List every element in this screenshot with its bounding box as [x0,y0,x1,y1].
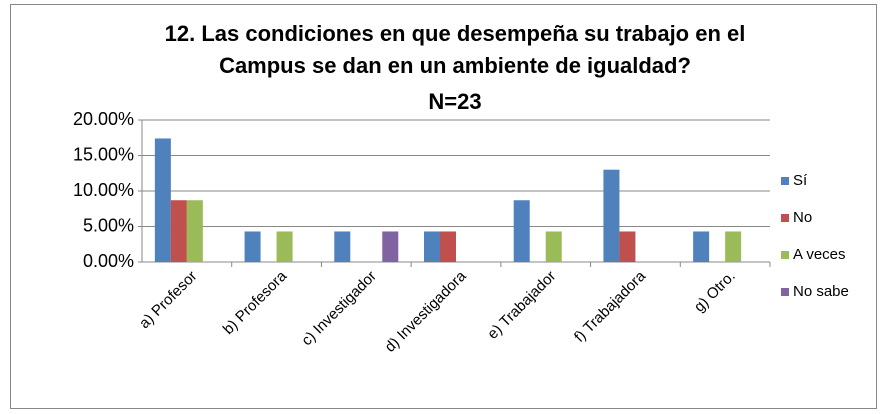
bar [603,169,620,262]
bar [170,200,187,262]
legend-label: No [793,209,812,226]
bar [334,231,351,262]
bar [154,138,171,262]
y-tick-label: 20.00% [73,109,134,129]
bar [545,231,562,262]
bar [725,231,742,262]
bar [382,231,399,262]
bar [424,231,440,262]
y-tick-label: 15.00% [73,144,134,164]
legend-label: A veces [793,246,846,263]
bar [186,200,203,262]
legend-label: No sabe [793,283,849,300]
bar [244,231,261,262]
legend-swatch [781,251,789,259]
bar [440,231,456,262]
legend-swatch [781,177,789,185]
bar [619,231,636,262]
bar [276,231,293,262]
legend-label: Sí [793,172,808,189]
bar [693,231,710,262]
legend-swatch [781,288,789,296]
y-tick-label: 10.00% [73,180,134,200]
legend-swatch [781,214,789,222]
bar [513,200,530,262]
y-tick-label: 0.00% [83,251,134,271]
chart-border [10,4,877,409]
chart-subtitle: N=23 [428,89,482,114]
y-tick-label: 5.00% [83,215,134,235]
chart-title: 12. Las condiciones en que desempeña su … [164,21,746,78]
